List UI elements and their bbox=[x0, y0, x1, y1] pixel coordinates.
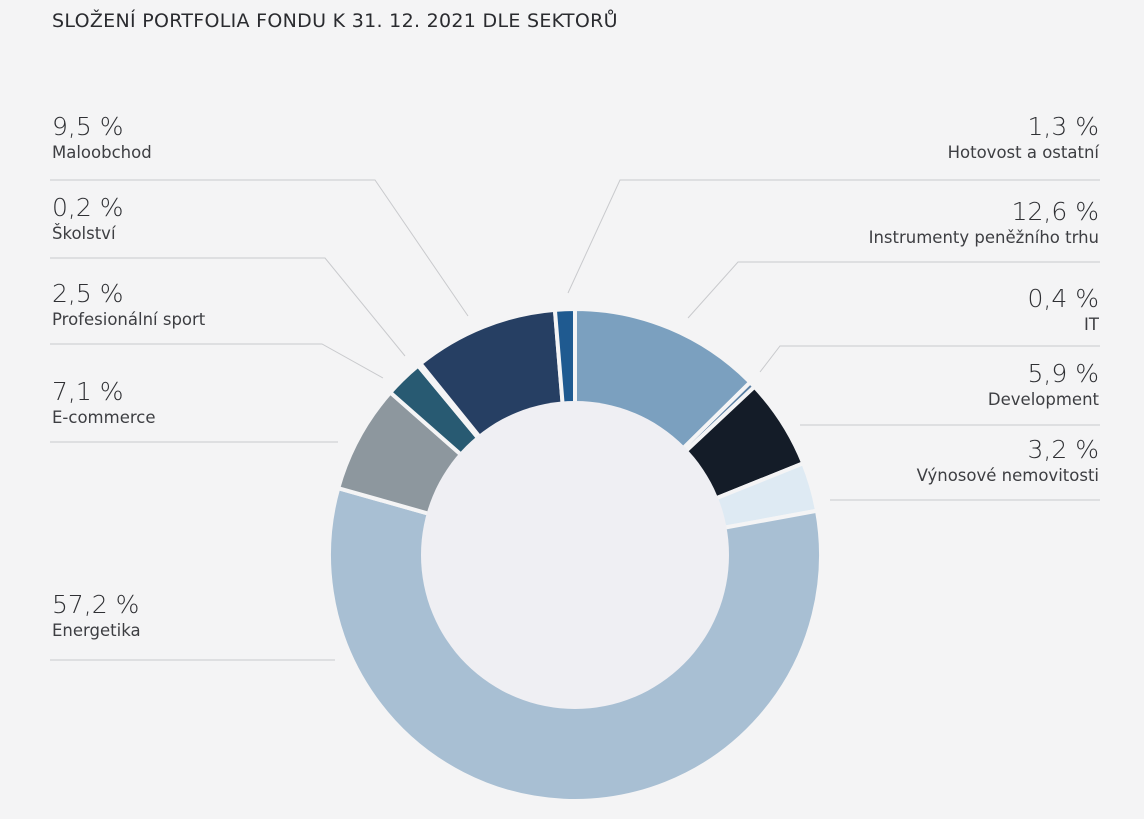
category-label: Instrumenty peněžního trhu bbox=[868, 228, 1099, 247]
label-instrumenty: 12,6 % Instrumenty peněžního trhu bbox=[679, 197, 1099, 249]
leader-line-skolstvi bbox=[50, 257, 406, 357]
label-development: 5,9 % Development bbox=[679, 359, 1099, 411]
value-label: 7,1 % bbox=[52, 377, 124, 406]
leader-line-instrumenty bbox=[687, 261, 1100, 319]
value-label: 9,5 % bbox=[52, 112, 124, 141]
label-profesionalni-sport: 2,5 % Profesionální sport bbox=[52, 279, 472, 331]
label-maloobchod: 9,5 % Maloobchod bbox=[52, 112, 472, 164]
chart-title: SLOŽENÍ PORTFOLIA FONDU K 31. 12. 2021 D… bbox=[52, 10, 618, 32]
leader-line-it bbox=[759, 345, 1100, 373]
value-label: 0,2 % bbox=[52, 193, 124, 222]
label-skolstvi: 0,2 % Školství bbox=[52, 193, 472, 245]
category-label: Energetika bbox=[52, 621, 141, 640]
leader-line-maloobchod bbox=[50, 179, 469, 317]
category-label: Maloobchod bbox=[52, 143, 152, 162]
value-label: 57,2 % bbox=[52, 590, 140, 619]
category-label: Development bbox=[987, 390, 1099, 409]
value-label: 12,6 % bbox=[1011, 197, 1099, 226]
value-label: 2,5 % bbox=[52, 279, 124, 308]
leader-line-profesionalni-sport bbox=[50, 343, 384, 379]
category-label: Výnosové nemovitosti bbox=[916, 466, 1099, 485]
label-hotovost: 1,3 % Hotovost a ostatní bbox=[679, 112, 1099, 164]
label-energetika: 57,2 % Energetika bbox=[52, 590, 472, 642]
value-label: 3,2 % bbox=[1027, 435, 1099, 464]
leader-lines bbox=[50, 179, 1100, 661]
label-it: 0,4 % IT bbox=[679, 284, 1099, 336]
label-e-commerce: 7,1 % E-commerce bbox=[52, 377, 472, 429]
value-label: 1,3 % bbox=[1027, 112, 1099, 141]
value-label: 0,4 % bbox=[1027, 284, 1099, 313]
leader-line-hotovost bbox=[567, 179, 1100, 294]
category-label: E-commerce bbox=[52, 408, 156, 427]
category-label: IT bbox=[1084, 315, 1099, 334]
category-label: Hotovost a ostatní bbox=[947, 143, 1099, 162]
category-label: Profesionální sport bbox=[52, 310, 206, 329]
category-label: Školství bbox=[52, 224, 116, 243]
value-label: 5,9 % bbox=[1027, 359, 1099, 388]
label-vynosove-nemovitosti: 3,2 % Výnosové nemovitosti bbox=[679, 435, 1099, 487]
donut-hole bbox=[421, 401, 729, 709]
